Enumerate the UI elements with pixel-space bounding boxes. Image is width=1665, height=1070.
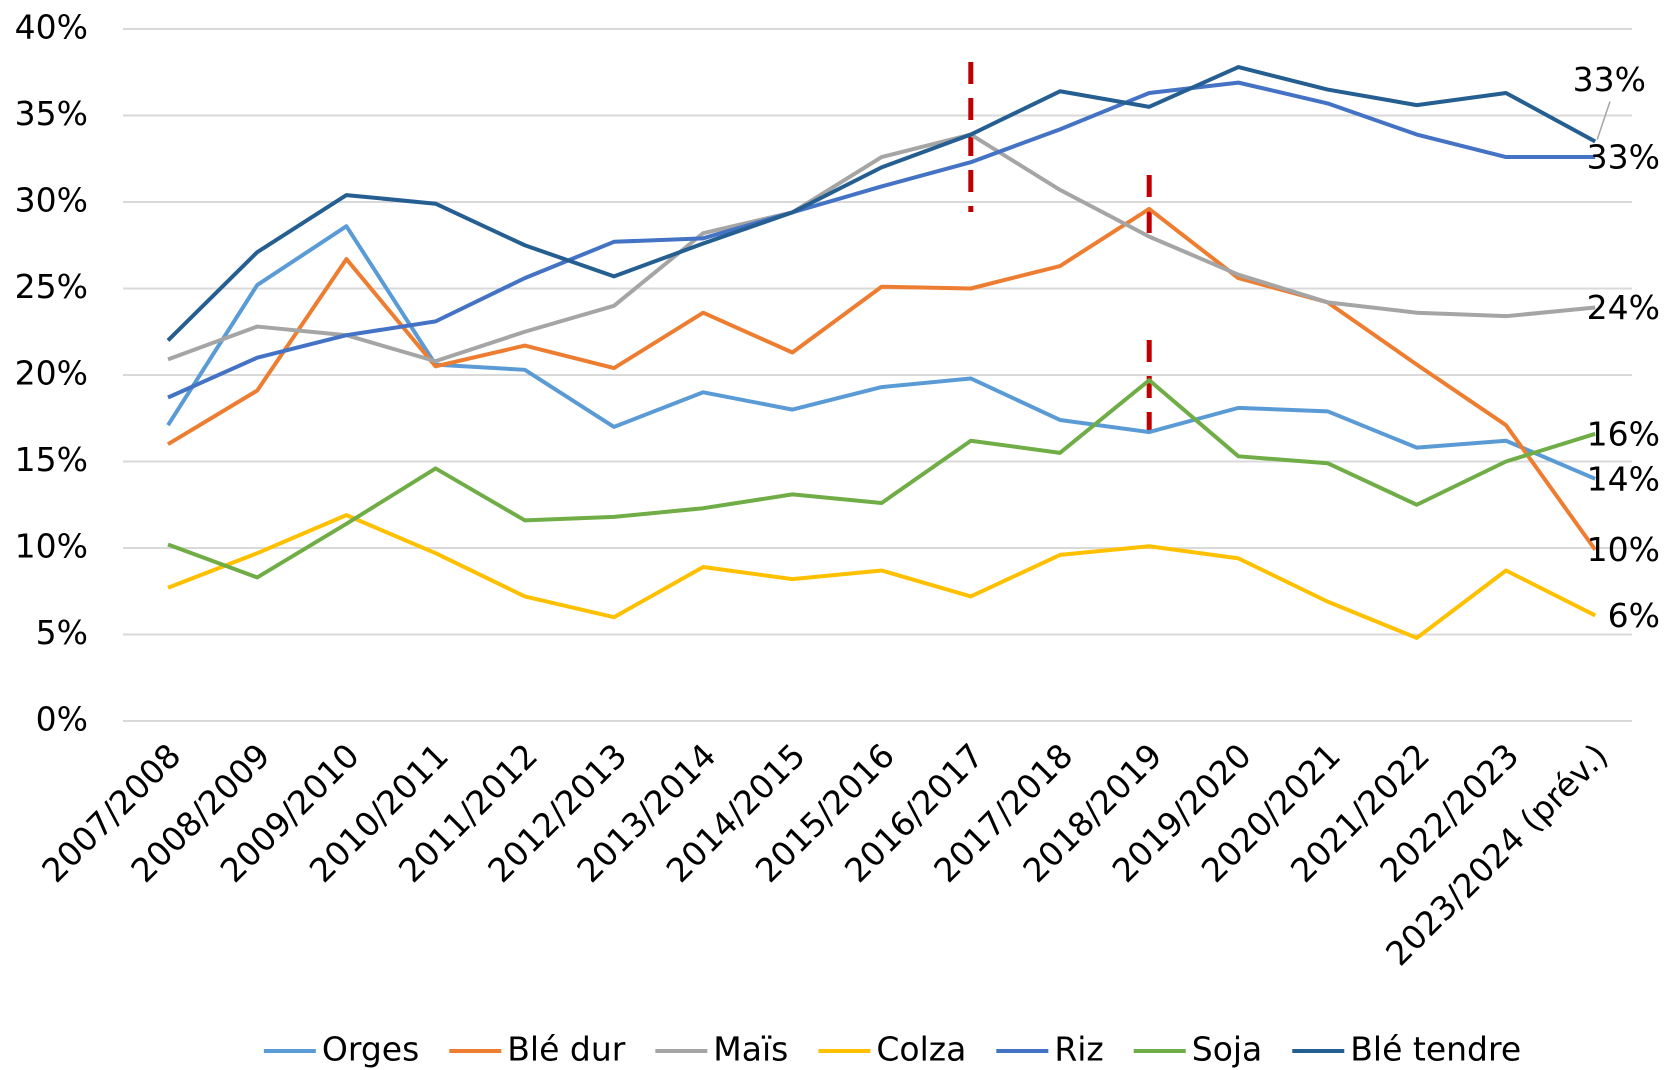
y-tick-label: 30% — [15, 181, 88, 220]
legend-label: Colza — [876, 1030, 966, 1069]
series-line — [166, 65, 1597, 342]
data-label: 16% — [1587, 414, 1660, 453]
data-label: 24% — [1587, 288, 1660, 327]
y-tick-label: 0% — [36, 700, 88, 739]
legend-label: Orges — [322, 1030, 419, 1069]
y-tick-label: 35% — [15, 94, 88, 133]
data-label: 33% — [1587, 138, 1660, 177]
y-tick-label: 10% — [15, 527, 88, 566]
data-label: 6% — [1608, 596, 1660, 635]
y-tick-label: 15% — [15, 440, 88, 479]
series-line — [166, 224, 1596, 481]
series-line — [166, 206, 1597, 551]
y-tick-label: 20% — [15, 354, 88, 393]
series-line — [167, 378, 1596, 580]
data-label: 33% — [1573, 60, 1646, 99]
data-label: 14% — [1587, 459, 1660, 498]
data-label: 10% — [1587, 530, 1660, 569]
series-line — [167, 513, 1597, 640]
legend-label: Maïs — [713, 1030, 788, 1069]
legend-label: Blé dur — [507, 1030, 625, 1069]
legend-label: Blé tendre — [1350, 1030, 1521, 1069]
legend-label: Soja — [1192, 1030, 1263, 1069]
legend: Orges Blé dur Maïs Colza Riz Soja Blé tendre — [263, 1030, 1521, 1069]
y-tick-label: 25% — [15, 267, 88, 306]
series-line — [167, 80, 1596, 400]
y-tick-label: 5% — [36, 613, 88, 652]
y-tick-label: 40% — [15, 8, 88, 47]
series-line — [167, 132, 1596, 364]
legend-label: Riz — [1054, 1030, 1103, 1069]
leader-line — [1596, 101, 1611, 140]
